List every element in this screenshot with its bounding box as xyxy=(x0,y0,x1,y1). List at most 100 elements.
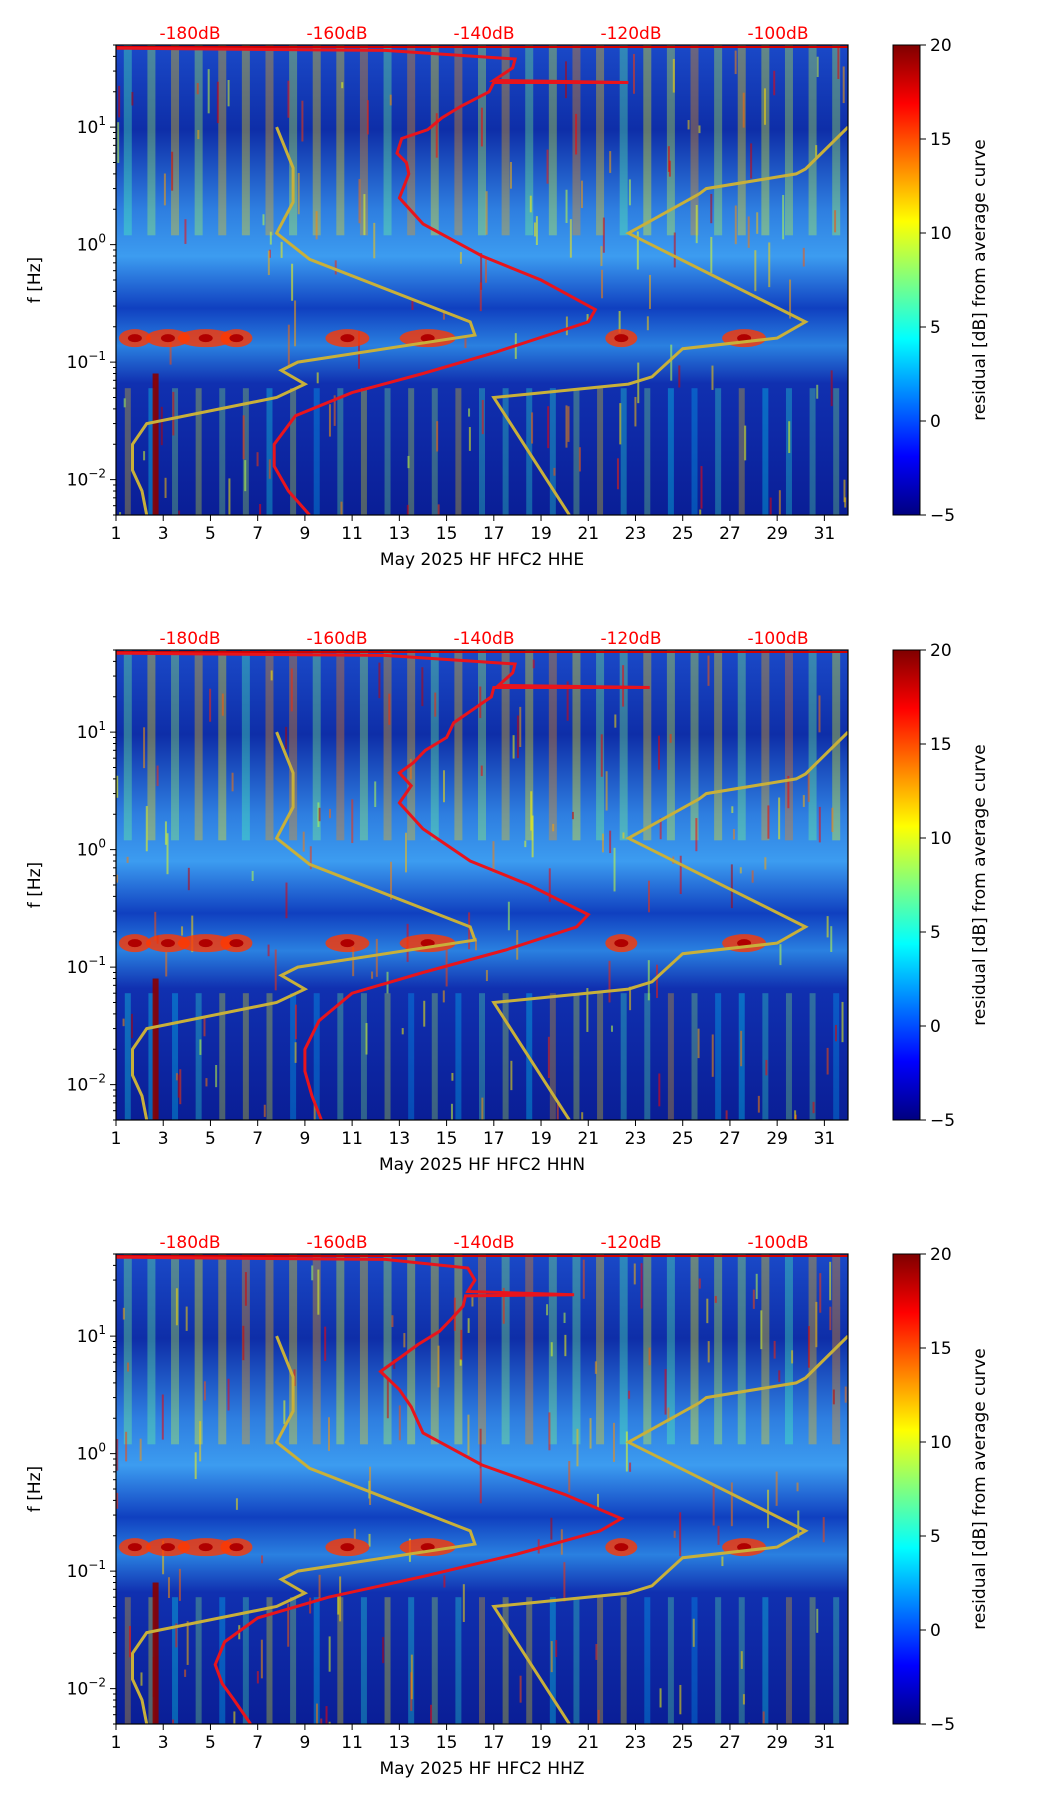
noise-speck xyxy=(586,314,589,322)
colorbar-tick-label: 0 xyxy=(930,1621,941,1641)
noise-speck xyxy=(391,1315,394,1328)
noise-speck xyxy=(695,818,698,852)
noise-speck xyxy=(502,1287,505,1324)
daily-streak-low xyxy=(620,993,627,1120)
noise-speck xyxy=(199,1421,202,1462)
x-tick-label: 25 xyxy=(672,1129,694,1149)
daily-streak-high xyxy=(123,1254,132,1445)
noise-speck xyxy=(844,1386,847,1403)
daily-streak-high xyxy=(383,45,392,236)
daily-streak-low xyxy=(667,388,674,515)
y-axis-label: f [Hz] xyxy=(25,257,45,303)
y-tick-label: 10−1 xyxy=(67,954,106,978)
noise-speck xyxy=(328,404,331,437)
noise-speck xyxy=(837,47,840,80)
y-tick-label: 101 xyxy=(77,1323,106,1347)
noise-speck xyxy=(658,1073,661,1107)
noise-speck xyxy=(612,1422,615,1462)
noise-speck xyxy=(581,1112,584,1120)
noise-speck xyxy=(369,1466,372,1506)
noise-speck xyxy=(711,365,714,390)
noise-speck xyxy=(566,681,569,721)
daily-streak-high xyxy=(359,45,368,236)
y-tick-label: 101 xyxy=(77,114,106,138)
daily-streak-high xyxy=(572,650,581,841)
colorbar-tick-label: −5 xyxy=(930,506,955,526)
noise-speck xyxy=(744,425,747,461)
noise-speck xyxy=(564,1334,567,1357)
noise-speck xyxy=(260,1639,263,1679)
daily-streak-high xyxy=(548,650,557,841)
daily-streak-low xyxy=(148,993,155,1120)
daily-streak-low xyxy=(242,1597,249,1724)
daily-streak-low xyxy=(502,388,509,515)
noise-speck xyxy=(788,421,791,454)
daily-streak-high xyxy=(147,45,156,236)
daily-streak-low xyxy=(833,388,840,515)
noise-speck xyxy=(373,222,376,259)
noise-speck xyxy=(692,1618,695,1647)
noise-speck xyxy=(357,331,360,369)
noise-speck xyxy=(127,1362,130,1372)
noise-speck xyxy=(242,1325,245,1361)
noise-speck xyxy=(287,1603,290,1647)
daily-streak-low xyxy=(455,1597,462,1724)
noise-speck xyxy=(818,806,821,843)
noise-speck xyxy=(796,1482,799,1492)
noise-speck xyxy=(309,846,312,870)
noise-speck xyxy=(263,1104,266,1117)
noise-speck xyxy=(328,1417,331,1451)
noise-speck xyxy=(742,92,745,128)
noise-speck xyxy=(633,1263,636,1285)
noise-speck xyxy=(794,1110,797,1120)
x-tick-label: 27 xyxy=(719,1129,741,1149)
noise-speck xyxy=(632,53,635,94)
daily-streak-low xyxy=(785,993,792,1120)
daily-streak-high xyxy=(761,1254,770,1445)
daily-streak-low xyxy=(715,388,722,515)
noise-speck xyxy=(535,216,538,245)
daily-streak-high xyxy=(336,650,345,841)
noise-speck xyxy=(165,951,168,977)
noise-speck xyxy=(410,1654,413,1700)
noise-speck xyxy=(614,714,617,728)
daily-streak-high xyxy=(572,1254,581,1445)
daily-streak-low xyxy=(384,993,391,1120)
microseism-core xyxy=(127,334,142,343)
colorbar-tick-label: 5 xyxy=(930,318,941,338)
noise-speck xyxy=(164,477,167,498)
noise-speck xyxy=(802,247,805,267)
daily-streak-high xyxy=(336,45,345,236)
daily-streak-low xyxy=(785,1597,792,1724)
noise-speck xyxy=(699,509,702,515)
noise-speck xyxy=(231,772,234,792)
daily-streak-high xyxy=(407,650,416,841)
noise-speck xyxy=(145,806,148,852)
noise-speck xyxy=(747,216,750,248)
noise-speck xyxy=(571,811,574,820)
x-tick-label: 21 xyxy=(577,1129,599,1149)
noise-speck xyxy=(721,1556,724,1567)
noise-speck xyxy=(242,415,245,460)
noise-speck xyxy=(656,964,659,998)
noise-speck xyxy=(752,1289,755,1309)
noise-speck xyxy=(140,1672,143,1686)
noise-speck xyxy=(519,1675,522,1703)
noise-speck xyxy=(830,926,833,952)
daily-streak-high xyxy=(289,1254,298,1445)
noise-speck xyxy=(659,817,662,840)
noise-speck xyxy=(388,693,391,725)
noise-speck xyxy=(481,1097,484,1120)
daily-streak-low xyxy=(691,388,698,515)
daily-streak-high xyxy=(430,45,439,236)
daily-streak-high xyxy=(336,1254,345,1445)
noise-speck xyxy=(597,1709,600,1724)
x-tick-label: 15 xyxy=(436,1129,458,1149)
noise-speck xyxy=(601,833,604,853)
noise-speck xyxy=(531,412,534,444)
db-scale-label: -160dB xyxy=(306,629,367,649)
noise-speck xyxy=(740,1030,743,1067)
noise-speck xyxy=(841,1001,844,1043)
x-tick-label: 23 xyxy=(625,524,647,544)
noise-speck xyxy=(187,867,190,891)
